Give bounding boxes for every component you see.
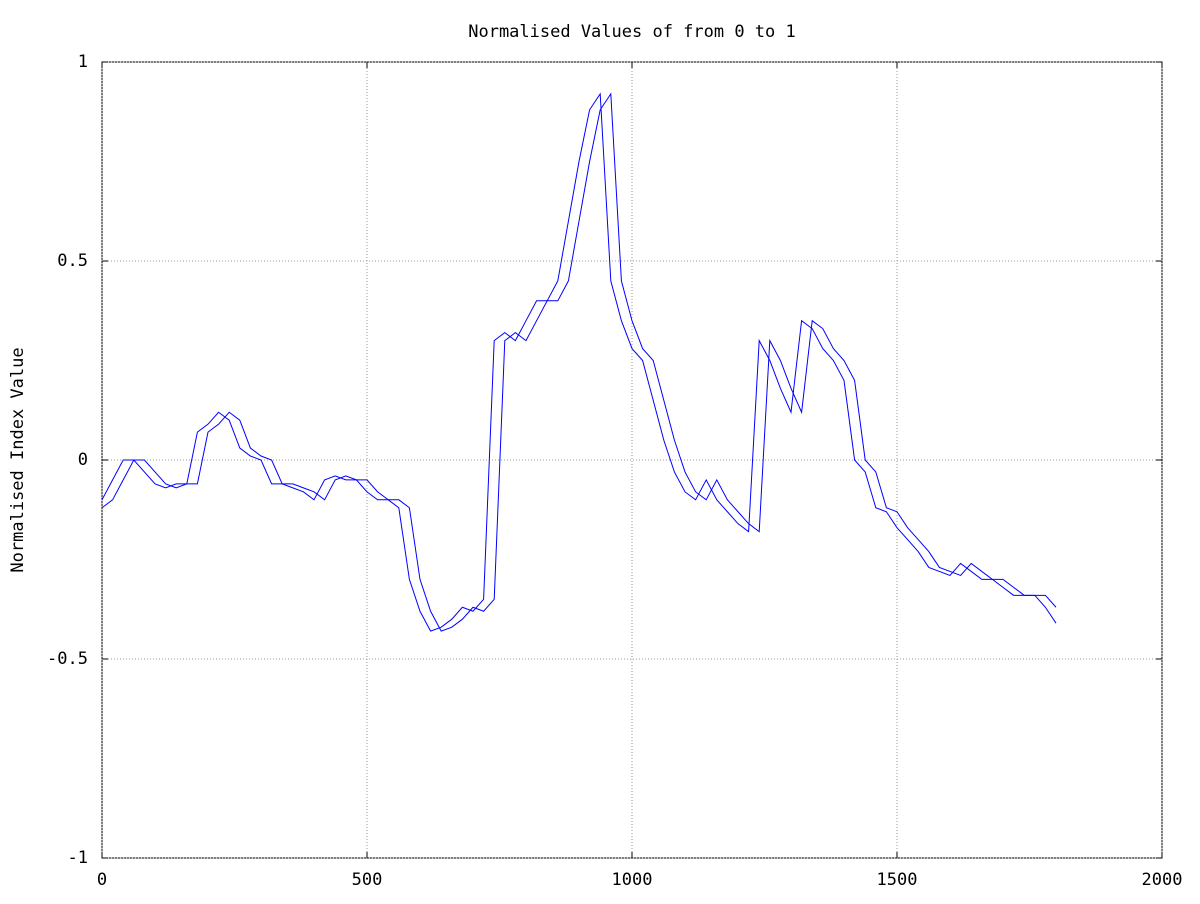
x-tick-label: 1000	[612, 870, 653, 890]
series-line	[101, 92, 1057, 632]
series-line	[101, 92, 1057, 632]
y-tick-label: 1	[78, 52, 88, 72]
y-tick-label: 0	[78, 450, 88, 470]
x-tick-label: 2000	[1142, 870, 1183, 890]
y-tick-label: -0.5	[47, 649, 88, 669]
x-tick-label: 1500	[877, 870, 918, 890]
y-axis-label: Normalised Index Value	[8, 347, 28, 572]
x-tick-label: 500	[352, 870, 383, 890]
x-tick-label: 0	[97, 870, 107, 890]
y-tick-label: -1	[68, 848, 88, 868]
y-tick-label: 0.5	[57, 251, 88, 271]
chart-title: Normalised Values of from 0 to 1	[468, 22, 796, 42]
